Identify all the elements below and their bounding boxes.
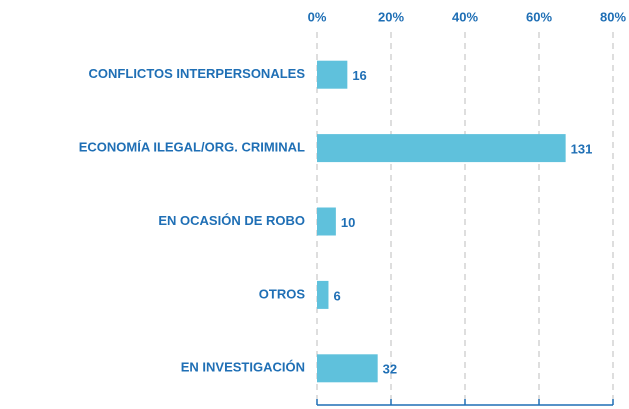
x-tick-label: 0% bbox=[308, 9, 327, 24]
x-tick-label: 20% bbox=[378, 9, 404, 24]
x-tick-label: 60% bbox=[526, 9, 552, 24]
data-label: 32 bbox=[383, 362, 397, 377]
bar bbox=[317, 207, 336, 236]
data-label: 10 bbox=[341, 215, 355, 230]
category-label: OTROS bbox=[259, 286, 306, 301]
bar bbox=[317, 280, 329, 309]
x-tick-label: 40% bbox=[452, 9, 478, 24]
category-label: CONFLICTOS INTERPERSONALES bbox=[89, 66, 306, 81]
data-label: 16 bbox=[352, 68, 366, 83]
bar bbox=[317, 354, 378, 383]
data-label: 6 bbox=[333, 288, 340, 303]
bar bbox=[317, 60, 348, 89]
category-label: EN INVESTIGACIÓN bbox=[181, 360, 305, 375]
bar bbox=[317, 134, 566, 163]
category-label: ECONOMÍA ILEGAL/ORG. CRIMINAL bbox=[79, 140, 305, 155]
category-label: EN OCASIÓN DE ROBO bbox=[158, 213, 305, 228]
data-label: 131 bbox=[571, 142, 593, 157]
x-tick-label: 80% bbox=[600, 9, 626, 24]
